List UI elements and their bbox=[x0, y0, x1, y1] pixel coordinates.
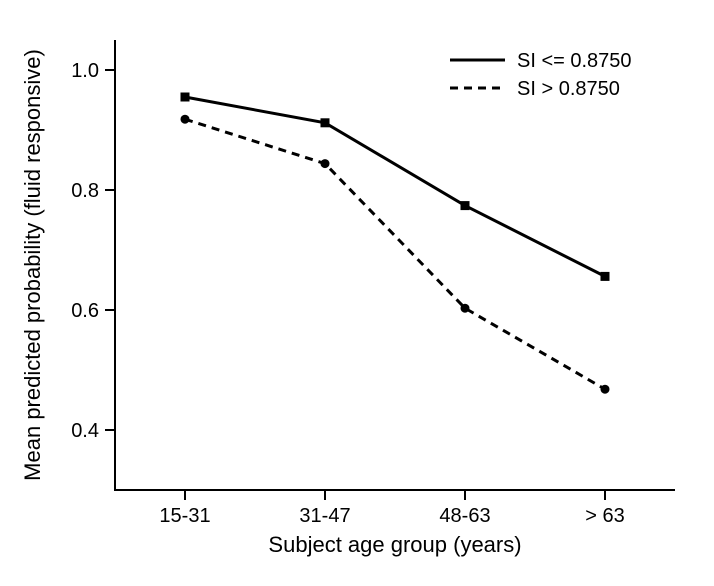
marker-circle bbox=[461, 304, 470, 313]
y-tick-label: 1.0 bbox=[71, 60, 99, 82]
x-axis-title: Subject age group (years) bbox=[268, 532, 521, 557]
x-tick-label: > 63 bbox=[585, 505, 624, 527]
marker-circle bbox=[321, 159, 330, 168]
x-tick-label: 48-63 bbox=[439, 505, 490, 527]
y-tick-label: 0.4 bbox=[71, 420, 99, 442]
series-solid bbox=[185, 97, 605, 276]
marker-square bbox=[461, 201, 470, 210]
y-axis-title: Mean predicted probability (fluid respon… bbox=[20, 49, 45, 481]
marker-square bbox=[601, 272, 610, 281]
x-tick-label: 31-47 bbox=[299, 505, 350, 527]
y-tick-label: 0.8 bbox=[71, 180, 99, 202]
series-dash bbox=[185, 119, 605, 389]
y-tick-label: 0.6 bbox=[71, 300, 99, 322]
legend-label: SI <= 0.8750 bbox=[517, 50, 632, 72]
marker-square bbox=[181, 93, 190, 102]
axes bbox=[115, 40, 675, 490]
marker-circle bbox=[601, 385, 610, 394]
chart-container: 0.4 0.6 0.8 1.0 15-31 31-47 48-63 > 63 Subject a… bbox=[0, 0, 714, 586]
line-chart: 0.4 0.6 0.8 1.0 15-31 31-47 48-63 > 63 Subject a… bbox=[0, 0, 714, 586]
x-tick-label: 15-31 bbox=[159, 505, 210, 527]
marker-square bbox=[321, 118, 330, 127]
marker-circle bbox=[181, 115, 190, 124]
legend-label: SI > 0.8750 bbox=[517, 78, 620, 100]
